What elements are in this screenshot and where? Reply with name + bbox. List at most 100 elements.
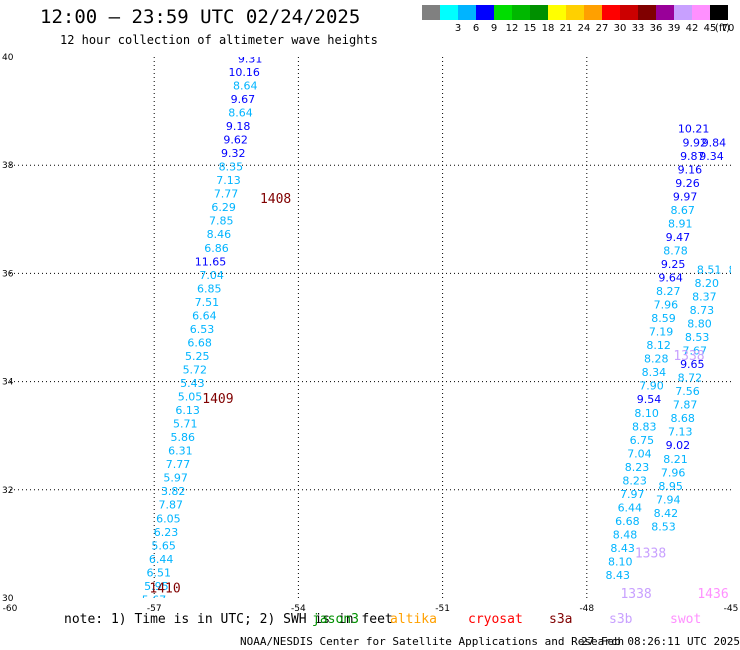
- color-bin-label: 70: [722, 23, 734, 34]
- swh-value: 9.97: [673, 190, 698, 203]
- satellite-label-cryosat: cryosat: [468, 612, 523, 627]
- swh-value: 8.34: [642, 366, 667, 379]
- swh-value: 9.65: [680, 358, 705, 371]
- swh-value: 9.26: [675, 177, 700, 190]
- swh-value: 8.53: [685, 331, 710, 344]
- x-tick-label: -54: [291, 604, 306, 614]
- color-bin-label: 3: [455, 23, 461, 34]
- swh-value: 6.68: [187, 336, 212, 349]
- color-bin-swatch: [476, 5, 494, 20]
- color-bin-label: 30: [614, 23, 627, 34]
- swh-value: 8.64: [228, 107, 253, 120]
- y-tick-label: 40: [2, 53, 14, 63]
- color-bin-swatch: [548, 5, 566, 20]
- swh-value: 8.83: [632, 420, 657, 433]
- color-bin-label: 39: [668, 23, 681, 34]
- swh-value: 6.51: [147, 566, 172, 579]
- x-tick-label: -60: [3, 604, 18, 614]
- swh-value: 8.59: [651, 312, 676, 325]
- swh-value: 7.96: [661, 466, 686, 479]
- swh-value: 8.28: [644, 353, 669, 366]
- swh-value: 7.90: [639, 380, 664, 393]
- swh-value: 5.43: [180, 377, 205, 390]
- swh-value: 7.67: [682, 345, 707, 358]
- track-pass-label: 1338: [673, 349, 704, 364]
- y-tick-label: 30: [2, 594, 14, 604]
- swh-value: 8.73: [690, 304, 715, 317]
- y-tick-label: 38: [2, 161, 14, 171]
- footer-organization: NOAA/NESDIS Center for Satellite Applica…: [240, 635, 625, 648]
- swh-value-edge: 8.34: [729, 263, 740, 276]
- swh-value: 6.23: [154, 526, 179, 539]
- color-bin-swatch: [530, 5, 548, 20]
- swh-value: 8.37: [692, 290, 717, 303]
- swh-value: 11.65: [195, 255, 227, 268]
- color-bin-swatch: [566, 5, 584, 20]
- color-bin-label: 21: [560, 23, 573, 34]
- swh-value: 7.77: [166, 458, 191, 471]
- color-bin-label: 18: [542, 23, 555, 34]
- swh-value: 8.51: [697, 263, 722, 276]
- color-bin-label: 6: [473, 23, 479, 34]
- color-bin-label: 45: [704, 23, 717, 34]
- track-pass-label: 1409: [202, 392, 233, 407]
- swh-value: 8.78: [663, 244, 688, 257]
- color-bin-swatch: [656, 5, 674, 20]
- color-bin-label: 24: [578, 23, 591, 34]
- swh-value: 6.68: [615, 515, 640, 528]
- swh-value: 9.02: [666, 439, 691, 452]
- swh-value: 3.82: [161, 485, 186, 498]
- x-tick-label: -45: [724, 604, 739, 614]
- swh-value: 6.86: [204, 242, 229, 255]
- swh-value: 5.05: [178, 391, 203, 404]
- color-bin-label: 42: [686, 23, 699, 34]
- swh-value: 6.13: [175, 404, 200, 417]
- swh-value: 8.27: [656, 285, 681, 298]
- note-row: note: 1) Time is in UTC; 2) SWH is in fe…: [0, 612, 740, 630]
- x-tick-label: -48: [579, 604, 594, 614]
- swh-value: 7.19: [649, 326, 674, 339]
- swh-value: 6.05: [156, 512, 181, 525]
- color-bin-swatch: [440, 5, 458, 20]
- color-bin-swatch: [674, 5, 692, 20]
- color-bin-label: 9: [491, 23, 497, 34]
- color-bin-label: 33: [632, 23, 645, 34]
- swh-value: 7.77: [214, 188, 239, 201]
- swh-value: 9.62: [223, 134, 248, 147]
- swh-value: 9.16: [678, 163, 703, 176]
- swh-value: 9.64: [658, 272, 683, 285]
- satellite-label-jason3: jason3: [312, 612, 359, 627]
- satellite-label-s3a: s3a: [549, 612, 573, 627]
- swh-value: 8.23: [625, 461, 650, 474]
- swh-value: 6.44: [149, 553, 174, 566]
- swh-value: 5.67: [142, 593, 167, 606]
- track-pass-label: 1408: [260, 192, 291, 207]
- swh-value: 8.12: [646, 339, 671, 352]
- satellite-label-s3b: s3b: [609, 612, 633, 627]
- swh-value: 8.35: [219, 161, 244, 174]
- swh-value: 9.47: [666, 231, 691, 244]
- swh-value: 8.42: [654, 507, 679, 520]
- x-tick-label: -51: [435, 604, 450, 614]
- swh-value: 9.25: [661, 258, 686, 271]
- swh-value: 7.96: [654, 299, 679, 312]
- swh-value: 8.80: [687, 318, 712, 331]
- track-pass-label: 1410: [149, 582, 180, 597]
- swh-value: 8.67: [670, 204, 695, 217]
- swh-value: 9.84: [702, 136, 727, 149]
- satellite-label-altika: altika: [390, 612, 437, 627]
- swh-value: 10.16: [228, 66, 260, 79]
- swh-value: 8.95: [658, 480, 683, 493]
- swh-value: 5.95: [144, 580, 169, 593]
- swh-value: 5.25: [185, 350, 210, 363]
- x-tick-label: -57: [147, 604, 162, 614]
- track-pass-label: 1338: [635, 546, 666, 561]
- swh-value: 9.34: [699, 150, 724, 163]
- swh-value: 8.64: [233, 79, 258, 92]
- swh-value: 9.67: [231, 93, 256, 106]
- swh-value: 7.85: [209, 215, 234, 228]
- satellite-label-swot: swot: [670, 612, 702, 627]
- swh-value: 8.48: [613, 528, 638, 541]
- swh-value: 7.56: [675, 385, 700, 398]
- color-bin-swatch: [422, 5, 440, 20]
